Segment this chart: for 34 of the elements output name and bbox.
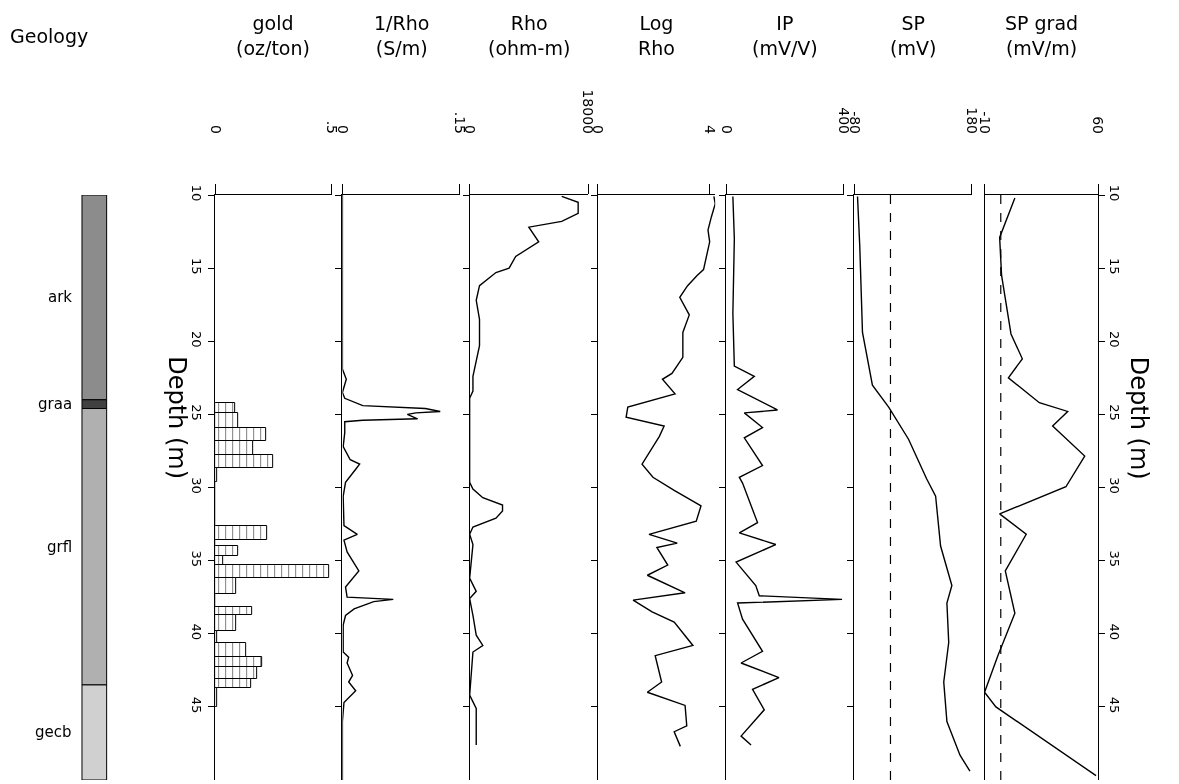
chart-title: IP (mV/V) <box>752 12 818 59</box>
y-tick-label: 25 <box>1107 404 1123 421</box>
chart-title: Rho (ohm-m) <box>488 12 571 59</box>
y-tick-label: 15 <box>1107 257 1123 275</box>
x-tick-label: 0 <box>207 125 224 134</box>
y-tick-label: 20 <box>189 331 205 348</box>
y-tick-label: 40 <box>189 623 205 641</box>
x-tick-label: 0 <box>718 125 735 134</box>
y-tick-label: 25 <box>189 404 205 421</box>
chart-title: 1/Rho (S/m) <box>374 12 430 59</box>
y-tick-label: 15 <box>189 257 205 275</box>
y-tick-label: 30 <box>189 477 205 494</box>
y-tick-label: 10 <box>1107 184 1123 202</box>
chart-title: SP grad (mV/m) <box>1005 12 1079 59</box>
chart-title: Log Rho <box>638 12 675 59</box>
y-tick-label: 35 <box>189 550 205 567</box>
y-tick-label: 35 <box>1107 550 1123 567</box>
chart-title: gold (oz/ton) <box>236 12 310 59</box>
y-tick-label: 30 <box>1107 477 1123 494</box>
text: graa <box>38 395 73 413</box>
y-tick-label: 40 <box>1107 623 1123 641</box>
text: grfl <box>47 538 73 556</box>
text: ark <box>48 288 73 306</box>
x-tick-label: 60 <box>1090 116 1107 134</box>
y-axis-title: Depth (m) <box>1125 356 1154 480</box>
y-tick-label: 20 <box>1107 331 1123 348</box>
chart-title: SP (mV) <box>890 12 937 59</box>
y-axis-title: Depth (m) <box>162 356 191 480</box>
y-tick-label: 10 <box>189 184 205 202</box>
x-tick-label: 4 <box>702 125 719 135</box>
text: gecb <box>35 723 72 741</box>
y-tick-label: 45 <box>189 696 205 714</box>
y-tick-label: 45 <box>1107 696 1123 714</box>
text: Geology <box>10 25 89 47</box>
